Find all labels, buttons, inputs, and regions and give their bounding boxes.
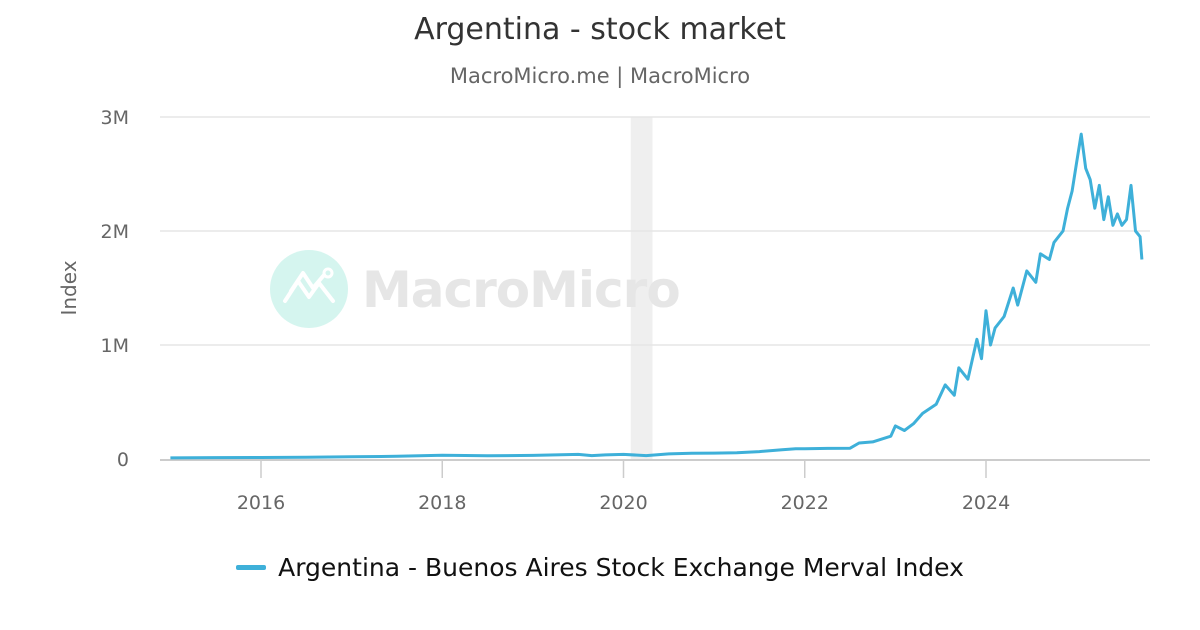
y-axis-label: Index bbox=[57, 260, 81, 315]
watermark-logo-icon bbox=[270, 250, 348, 328]
y-tick-label: 2M bbox=[101, 221, 129, 243]
x-axis: 2016 2018 2020 2022 2024 bbox=[160, 459, 1150, 514]
series-line-merval[interactable] bbox=[170, 132, 1144, 460]
chart-subtitle: MacroMicro.me | MacroMicro bbox=[449, 64, 751, 88]
legend-swatch-merval bbox=[236, 565, 267, 570]
y-axis-ticks: 0 1M 2M 3M bbox=[101, 107, 129, 471]
x-tick-label: 2020 bbox=[599, 492, 647, 514]
x-tick-label: 2024 bbox=[962, 492, 1010, 514]
watermark-chart-glyph-icon-2 bbox=[289, 271, 326, 293]
watermark-dot-icon bbox=[322, 267, 334, 279]
y-tick-label: 1M bbox=[101, 335, 129, 357]
watermark-text: MacroMicro bbox=[362, 261, 680, 319]
watermark: MacroMicro bbox=[270, 250, 681, 328]
grid-lines bbox=[160, 116, 1150, 346]
legend-item-merval[interactable]: Argentina - Buenos Aires Stock Exchange … bbox=[278, 553, 964, 582]
y-tick-label: 0 bbox=[117, 449, 129, 471]
y-tick-label: 3M bbox=[101, 107, 129, 129]
x-tick-label: 2022 bbox=[781, 492, 829, 514]
x-tick-label: 2018 bbox=[418, 492, 466, 514]
legend: Argentina - Buenos Aires Stock Exchange … bbox=[0, 553, 1200, 582]
recession-bands bbox=[630, 117, 653, 459]
chart-title: Argentina - stock market bbox=[414, 12, 786, 47]
x-tick-label: 2016 bbox=[237, 492, 285, 514]
recession-band bbox=[630, 117, 653, 459]
